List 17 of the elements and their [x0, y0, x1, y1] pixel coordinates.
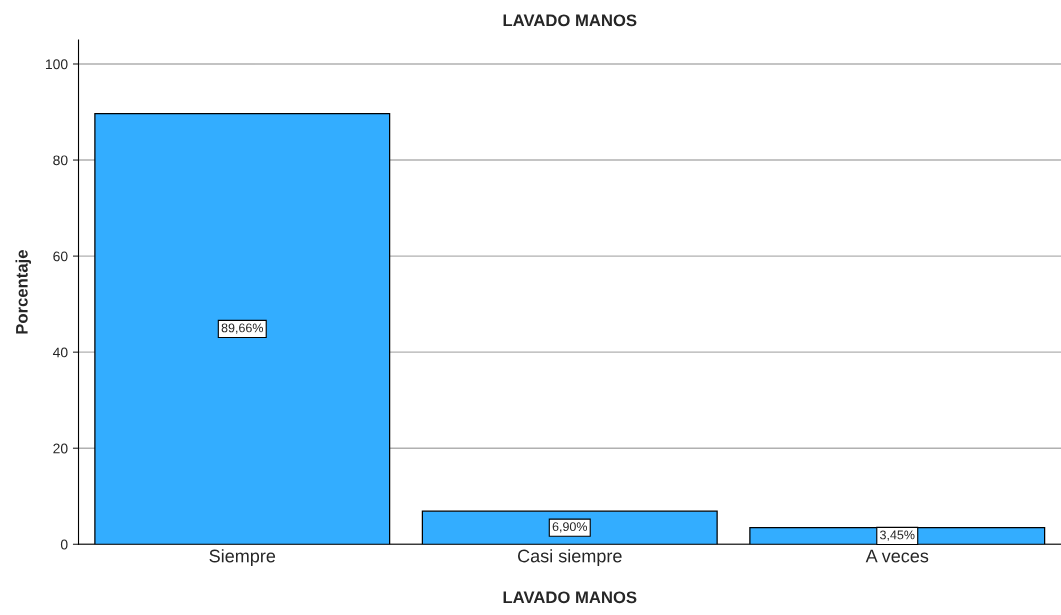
chart-title: LAVADO MANOS: [503, 14, 637, 27]
y-tick-label: 80: [53, 155, 68, 166]
x-tick-label: Casi siempre: [518, 549, 622, 566]
data-label: 3,45%: [880, 530, 915, 541]
y-tick-label: 40: [52, 347, 68, 358]
x-tick-label: A veces: [865, 549, 929, 563]
y-tick-label: 20: [53, 443, 68, 454]
y-tick-label: 100: [45, 59, 68, 70]
data-label: 89,66%: [221, 323, 264, 334]
bar: [421, 510, 718, 545]
x-axis-title: LAVADO MANOS: [503, 591, 637, 604]
data-label: 6,90%: [552, 522, 588, 533]
x-tick-label: Siempre: [209, 549, 276, 566]
bar: [94, 113, 391, 545]
y-axis-title: Porcentaje: [15, 250, 32, 334]
y-tick-label: 60: [53, 251, 68, 262]
y-tick-label: 0: [60, 539, 68, 550]
